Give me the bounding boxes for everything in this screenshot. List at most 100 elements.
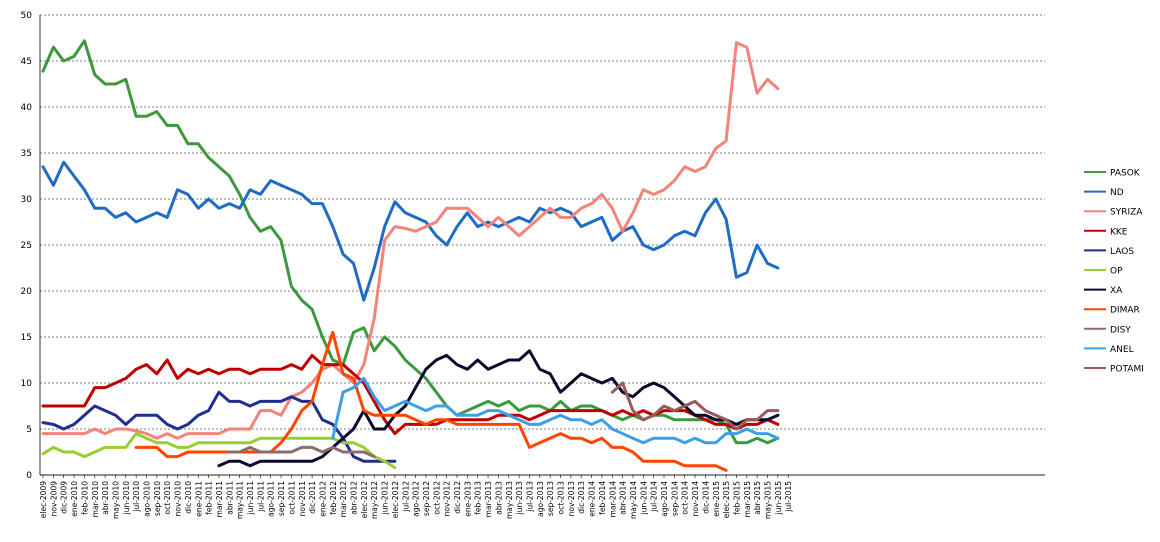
- x-tick-label: elec-2015: [722, 481, 731, 518]
- x-tick-label: ago-2012: [412, 481, 421, 517]
- x-tick-label: feb-2013: [474, 481, 483, 515]
- series-line-anel: [331, 376, 780, 445]
- x-tick-label: jul-2011: [256, 481, 265, 513]
- x-tick-label: jun-2013: [515, 481, 524, 516]
- x-tick-label: mar-2015: [743, 481, 752, 518]
- x-tick-label: may-2015: [764, 481, 773, 519]
- x-tick-label: nov-2009: [49, 481, 58, 517]
- series-line-potami: [610, 381, 780, 431]
- x-tick-label: ago-2010: [143, 481, 152, 517]
- x-tick-label: may-2010: [111, 481, 120, 519]
- x-tick-label: jun-2010: [122, 481, 131, 516]
- legend-label: XA: [1110, 286, 1123, 296]
- y-tick-label: 45: [21, 57, 32, 67]
- y-tick-label: 25: [21, 241, 32, 251]
- x-tick-label: nov-2010: [174, 481, 183, 517]
- x-tick-label: oct-2012: [432, 481, 441, 515]
- x-tick-label: jul-2010: [132, 481, 141, 513]
- x-tick-label: nov-2013: [567, 481, 576, 517]
- x-tick-label: dic-2010: [184, 481, 193, 514]
- x-tick-label: elec-2012: [360, 481, 369, 518]
- x-tick-label: ene-2011: [194, 481, 203, 517]
- x-tick-label: feb-2011: [205, 481, 214, 515]
- x-tick-label: nov-2011: [298, 481, 307, 517]
- x-tick-label: ago-2013: [536, 481, 545, 517]
- legend-label: SYRIZA: [1110, 208, 1143, 218]
- x-tick-label: feb-2014: [598, 481, 607, 515]
- x-tick-label: dic-2011: [308, 481, 317, 514]
- y-tick-label: 50: [21, 11, 33, 21]
- x-tick-label: elec-2009: [39, 481, 48, 518]
- x-tick-label: abr-2011: [225, 481, 234, 515]
- x-tick-label: sep-2012: [422, 481, 431, 516]
- x-tick-label: sep-2013: [546, 481, 555, 516]
- x-tick-label: ene-2015: [712, 481, 721, 517]
- x-tick-label: ene-2014: [588, 481, 597, 517]
- x-tick-label: feb-2012: [329, 481, 338, 515]
- x-tick-label: jun-2015: [774, 481, 783, 516]
- y-axis: 0 5 10 15 20 25 30 35 40 45 50: [21, 11, 1045, 481]
- series-line-nd: [41, 160, 780, 302]
- legend-label: ND: [1110, 188, 1124, 198]
- x-tick-label: sep-2014: [670, 481, 679, 516]
- x-tick-label: mar-2013: [484, 481, 493, 518]
- y-tick-label: 10: [21, 379, 33, 389]
- x-tick-label: nov-2014: [691, 481, 700, 517]
- series-line-syriza: [41, 41, 780, 440]
- x-tick-label: feb-2010: [80, 481, 89, 515]
- y-tick-label: 15: [21, 333, 32, 343]
- x-tick-label: oct-2011: [287, 481, 296, 515]
- x-tick-label: dic-2013: [577, 481, 586, 514]
- x-tick-label: mar-2010: [91, 481, 100, 518]
- x-tick-label: ago-2014: [660, 481, 669, 517]
- legend-label: POTAMI: [1110, 365, 1144, 375]
- x-tick-label: oct-2010: [163, 481, 172, 515]
- x-tick-label: sep-2011: [277, 481, 286, 516]
- legend-label: OP: [1110, 267, 1123, 277]
- x-tick-label: ago-2011: [267, 481, 276, 517]
- y-tick-label: 5: [26, 425, 32, 435]
- x-tick-label: abr-2015: [753, 481, 762, 515]
- x-tick-label: mar-2012: [339, 481, 348, 518]
- x-tick-label: abr-2013: [494, 481, 503, 515]
- x-tick-label: may-2011: [236, 481, 245, 519]
- y-tick-label: 35: [21, 149, 32, 159]
- x-tick-label: dic-2014: [701, 481, 710, 514]
- series-lines: [41, 39, 780, 472]
- legend-label: ANEL: [1110, 345, 1134, 355]
- x-tick-label: dic-2009: [60, 481, 69, 514]
- x-tick-label: ene-2013: [463, 481, 472, 517]
- x-tick-label: oct-2013: [557, 481, 566, 515]
- x-tick-label: mar-2014: [608, 481, 617, 518]
- x-tick-label: jul-2012: [401, 481, 410, 513]
- y-tick-label: 20: [21, 287, 33, 297]
- legend-label: KKE: [1110, 227, 1128, 237]
- x-tick-label: sep-2010: [153, 481, 162, 516]
- legend: PASOK ND SYRIZA KKE LAOS OP XA DIMAR DISY ANEL POT…: [1084, 169, 1144, 375]
- x-tick-label: abr-2014: [619, 481, 628, 515]
- x-tick-label: ene-2010: [70, 481, 79, 517]
- x-axis: elec-2009 nov-2009 dic-2009 ene-2010 feb-201…: [39, 475, 793, 519]
- x-tick-label: jul-2015: [784, 481, 793, 513]
- x-tick-label: dic-2012: [453, 481, 462, 514]
- x-tick-label: jul-2014: [650, 481, 659, 513]
- x-tick-label: jun-2014: [639, 481, 648, 516]
- x-tick-label: abr-2010: [101, 481, 110, 515]
- y-tick-label: 30: [21, 195, 33, 205]
- x-tick-label: may-2014: [629, 481, 638, 519]
- series-line-dimar: [134, 330, 728, 472]
- x-tick-label: mar-2011: [215, 481, 224, 518]
- series-line-disy: [227, 445, 376, 459]
- x-tick-label: may-2012: [370, 481, 379, 519]
- legend-label: DIMAR: [1110, 306, 1140, 316]
- x-tick-label: jun-2012: [381, 481, 390, 516]
- y-tick-label: 40: [21, 103, 33, 113]
- x-tick-label: jun-2011: [246, 481, 255, 516]
- x-tick-label: ene-2012: [318, 481, 327, 517]
- x-tick-label: feb-2015: [732, 481, 741, 515]
- x-tick-label: elec-2012: [391, 481, 400, 518]
- x-tick-label: abr-2012: [350, 481, 359, 515]
- legend-label: DISY: [1110, 325, 1131, 335]
- legend-label: LAOS: [1110, 247, 1134, 257]
